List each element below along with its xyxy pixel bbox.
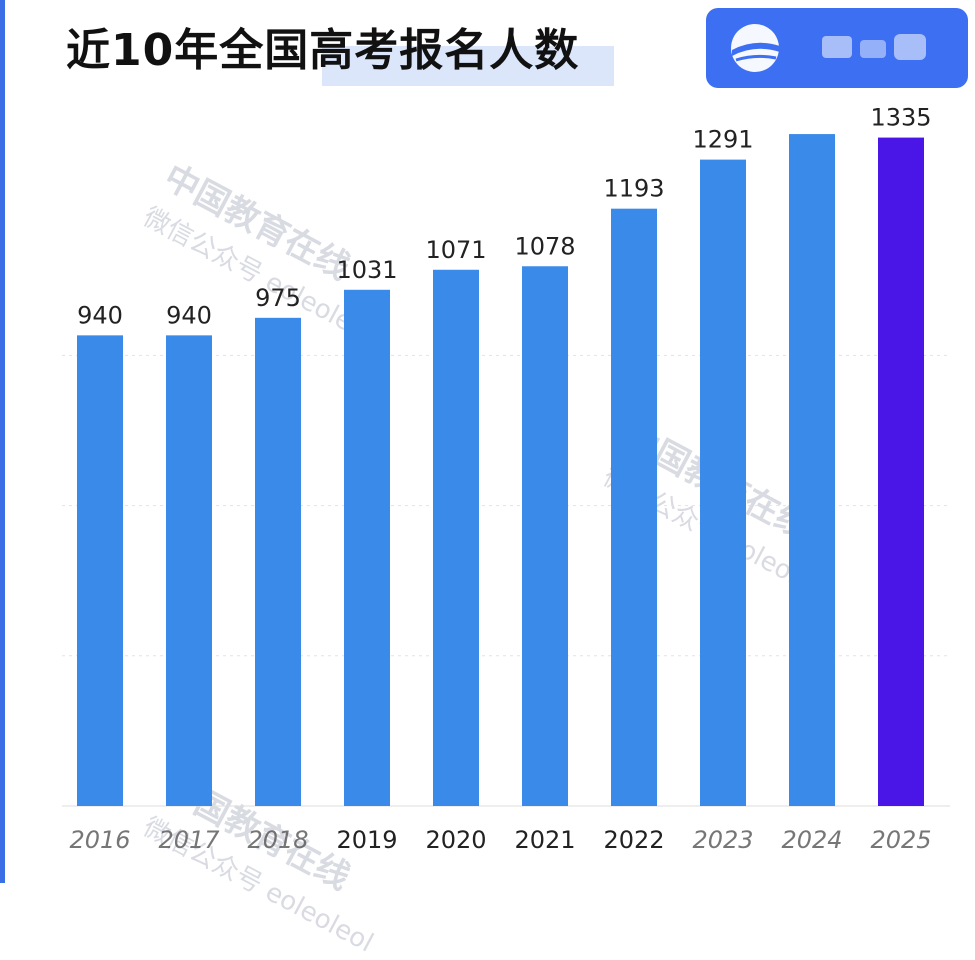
bar-2024 xyxy=(789,134,835,807)
x-tick-2016: 2016 xyxy=(69,826,130,854)
logo-wordmark xyxy=(822,34,926,60)
data-label-2020: 1071 xyxy=(425,236,486,264)
data-label-2019: 1031 xyxy=(336,256,397,284)
data-label-2025: 1335 xyxy=(870,104,931,132)
x-tick-2025: 2025 xyxy=(870,826,931,854)
chart-title: 近10年全国高考报名人数 xyxy=(66,25,580,76)
brand-logo xyxy=(706,8,968,88)
data-label-2016: 940 xyxy=(77,301,123,329)
x-tick-2018: 2018 xyxy=(247,826,308,854)
x-tick-2019: 2019 xyxy=(336,826,397,854)
bar-2019 xyxy=(344,289,390,807)
bar-2018 xyxy=(255,317,301,806)
x-tick-2022: 2022 xyxy=(603,826,664,854)
bar-2023 xyxy=(700,159,746,807)
x-tick-2017: 2017 xyxy=(158,826,220,854)
bar-2025 xyxy=(878,137,924,806)
bar-2022 xyxy=(611,208,657,806)
data-label-2017: 940 xyxy=(166,301,212,329)
x-tick-2021: 2021 xyxy=(514,826,575,854)
x-tick-2020: 2020 xyxy=(425,826,486,854)
title-highlight xyxy=(322,46,614,86)
x-tick-2024: 2024 xyxy=(781,826,842,854)
data-label-2018: 975 xyxy=(255,284,301,312)
data-label-2021: 1078 xyxy=(514,232,575,260)
bar-2017 xyxy=(166,335,212,806)
data-label-2022: 1193 xyxy=(603,175,664,203)
bar-2020 xyxy=(433,269,479,807)
bar-chart: 940 2016 940 2017 975 2018 1031 2019 1071 2020 107… xyxy=(62,104,950,854)
bar-2021 xyxy=(522,266,568,806)
eol-logo-icon xyxy=(731,24,780,72)
x-tick-2023: 2023 xyxy=(692,826,753,854)
data-label-2023: 1291 xyxy=(692,126,753,154)
left-edge-strip xyxy=(0,0,5,883)
bar-2016 xyxy=(77,335,123,806)
